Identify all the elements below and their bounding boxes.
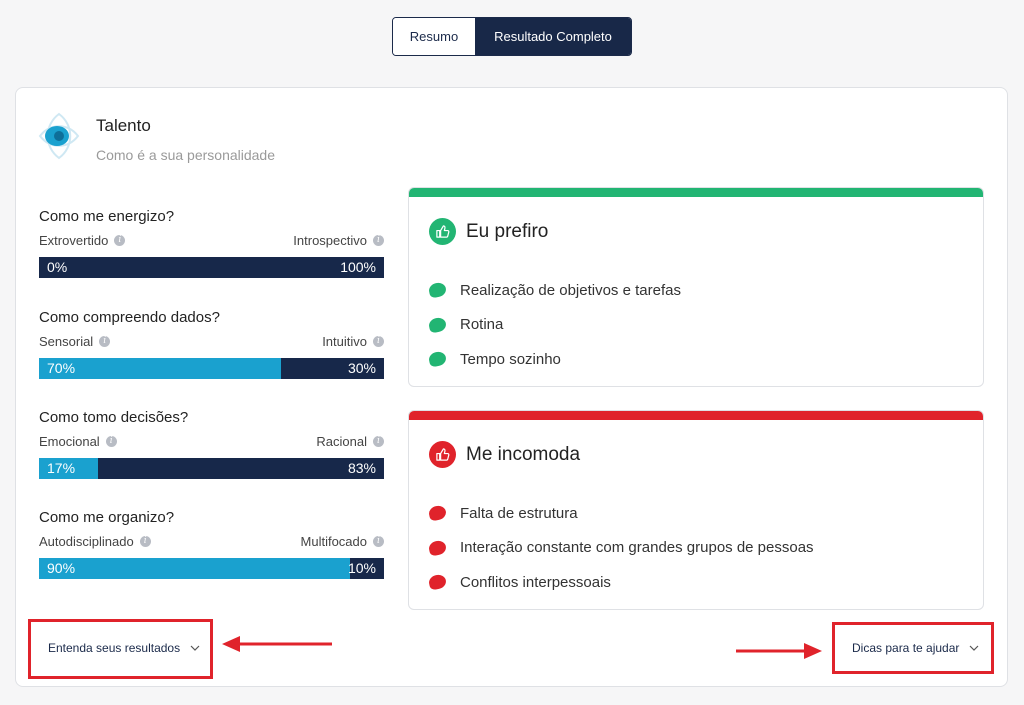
list-item: Tempo sozinho	[427, 342, 983, 377]
thumbs-up-icon	[429, 218, 456, 245]
metric-question: Como tomo decisões?	[39, 409, 189, 426]
metric-right-percent: 100%	[340, 259, 376, 275]
metric-right-label: Multifocado	[300, 533, 367, 549]
info-icon[interactable]: i	[139, 535, 151, 547]
prefer-topbar	[409, 188, 983, 197]
metric-bar-fill	[39, 458, 98, 479]
metric-energy: Como me energizo? Extrovertido i Introspe…	[39, 208, 384, 278]
metric-decisions: Como tomo decisões? Emocional i Racional i…	[39, 409, 384, 479]
tab-resumo[interactable]: Resumo	[393, 18, 475, 55]
metric-data: Como compreendo dados? Sensorial i Intuit…	[39, 309, 384, 379]
page-title: Talento	[96, 116, 151, 135]
list-item: Conflitos interpessoais	[427, 565, 983, 600]
info-icon[interactable]: i	[114, 234, 126, 246]
metric-right-percent: 10%	[347, 560, 376, 576]
metric-left-label: Extrovertido	[39, 232, 109, 248]
tips-dropdown[interactable]: Dicas para te ajudar	[852, 641, 979, 655]
red-dot-icon	[427, 539, 448, 557]
metric-left-percent: 17%	[47, 460, 76, 476]
talent-logo-icon	[38, 112, 80, 160]
highlight-box-left	[28, 619, 213, 679]
info-icon[interactable]: i	[373, 435, 384, 447]
metric-bar-fill	[39, 358, 281, 379]
arrow-left-icon	[222, 636, 332, 652]
highlight-box-right	[832, 622, 994, 674]
tab-resultado-completo[interactable]: Resultado Completo	[475, 18, 631, 55]
metric-left-label: Sensorial	[39, 333, 94, 349]
green-dot-icon	[427, 316, 448, 334]
dislike-panel: Me incomoda Falta de estrutura Interação…	[408, 410, 984, 610]
understand-results-label: Entenda seus resultados	[48, 641, 181, 655]
metric-right-percent: 30%	[347, 360, 376, 376]
info-icon[interactable]: i	[373, 335, 384, 347]
metric-question: Como compreendo dados?	[39, 309, 220, 326]
prefer-panel: Eu prefiro Realização de objetivos e tar…	[408, 187, 984, 387]
green-dot-icon	[427, 350, 448, 368]
metric-left-percent: 90%	[47, 560, 76, 576]
info-icon[interactable]: i	[99, 335, 111, 347]
metric-right-label: Introspectivo	[293, 232, 367, 248]
red-dot-icon	[427, 504, 448, 522]
list-item: Rotina	[427, 308, 983, 343]
list-item: Interação constante com grandes grupos d…	[427, 531, 983, 566]
metric-bar-fill	[39, 558, 350, 579]
thumbs-down-icon	[429, 441, 456, 468]
metric-right-label: Racional	[316, 433, 367, 449]
result-tabs: Resumo Resultado Completo	[392, 17, 632, 56]
prefer-title: Eu prefiro	[466, 220, 549, 242]
chevron-down-icon	[190, 645, 200, 651]
understand-results-dropdown[interactable]: Entenda seus resultados	[48, 641, 200, 655]
metric-left-percent: 70%	[47, 360, 76, 376]
list-item: Falta de estrutura	[427, 496, 983, 531]
info-icon[interactable]: i	[373, 535, 384, 547]
red-dot-icon	[427, 573, 448, 591]
metric-left-label: Autodisciplinado	[39, 533, 134, 549]
info-icon[interactable]: i	[373, 234, 384, 246]
dislike-title: Me incomoda	[466, 443, 581, 465]
metric-bar: 90% 10%	[39, 558, 384, 579]
dislike-list: Falta de estrutura Interação constante c…	[427, 496, 983, 600]
metric-right-percent: 83%	[347, 460, 376, 476]
metric-right-label: Intuitivo	[322, 333, 367, 349]
metric-bar: 0% 100%	[39, 257, 384, 278]
arrow-right-icon	[736, 643, 822, 659]
dislike-topbar	[409, 411, 983, 420]
chevron-down-icon	[969, 645, 979, 651]
page-subtitle: Como é a sua personalidade	[96, 147, 276, 163]
metric-organize: Como me organizo? Autodisciplinado i Mult…	[39, 509, 384, 579]
green-dot-icon	[427, 281, 448, 299]
metric-question: Como me organizo?	[39, 509, 175, 526]
prefer-list: Realização de objetivos e tarefas Rotina…	[427, 273, 983, 377]
metric-left-percent: 0%	[47, 259, 68, 275]
tips-label: Dicas para te ajudar	[852, 641, 960, 655]
metric-bar: 70% 30%	[39, 358, 384, 379]
metric-bar: 17% 83%	[39, 458, 384, 479]
metric-left-label: Emocional	[39, 433, 100, 449]
info-icon[interactable]: i	[105, 435, 117, 447]
metric-question: Como me energizo?	[39, 208, 175, 225]
list-item: Realização de objetivos e tarefas	[427, 273, 983, 308]
